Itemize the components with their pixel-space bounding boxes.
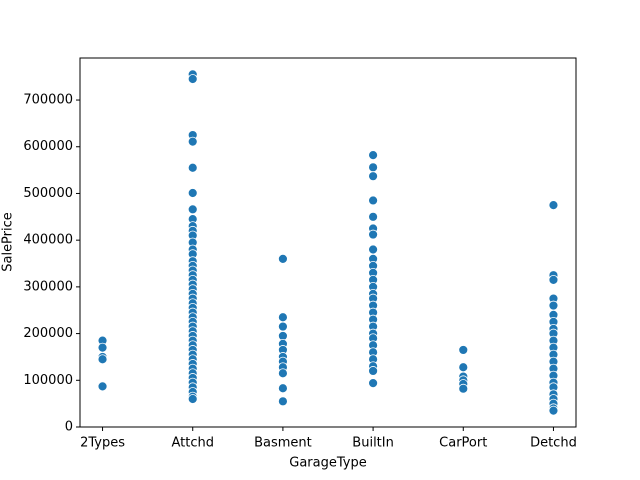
point [187,188,198,198]
point [187,136,198,147]
point [97,381,108,392]
point [368,150,378,161]
x-tick-label: 2Types [80,436,125,451]
y-tick-label: 500000 [23,186,73,201]
point [548,405,559,416]
point [458,362,469,373]
point [187,162,198,173]
point [278,396,288,407]
point [187,204,198,215]
point [97,354,108,365]
x-tick-label: Basment [254,436,312,451]
y-tick-label: 100000 [23,373,73,388]
point [278,253,288,264]
point [368,195,378,206]
point [278,321,288,332]
plot-frame [79,57,577,428]
point [187,74,198,84]
point [368,244,378,255]
y-tick-label: 400000 [23,233,73,248]
point [458,345,469,355]
x-tick-label: Detchd [530,436,577,451]
point [368,162,378,173]
point [548,200,559,211]
y-tick-label: 300000 [23,279,73,294]
y-tick-label: 700000 [23,93,73,108]
y-tick-label: 0 [65,420,73,435]
point [368,211,378,222]
x-tick-label: Attchd [171,436,214,451]
x-axis-label: GarageType [289,456,366,471]
x-tick-label: BuiltIn [352,436,394,451]
y-tick-label: 600000 [23,139,73,154]
point [97,342,108,353]
point [278,312,288,323]
point [548,300,559,311]
x-tick-label: CarPort [439,436,487,451]
point [368,171,378,182]
point [187,394,198,404]
point [368,378,378,388]
y-tick-label: 200000 [23,326,73,341]
point [368,229,378,240]
point [458,383,469,394]
point [278,383,288,394]
y-axis-label: SalePrice [1,212,16,272]
point [368,366,378,376]
point [278,368,288,379]
point [548,274,559,285]
